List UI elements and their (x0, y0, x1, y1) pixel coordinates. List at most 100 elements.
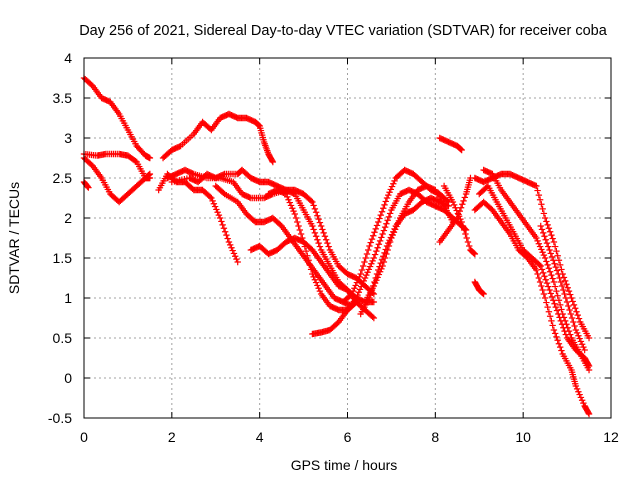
data-point (366, 263, 374, 270)
data-point (363, 250, 371, 258)
data-point (359, 280, 366, 287)
data-point (578, 397, 586, 404)
data-point (219, 221, 226, 229)
data-point (389, 231, 396, 239)
data-point (291, 210, 298, 218)
data-point (556, 274, 563, 282)
y-tick-label: 3.5 (53, 90, 73, 106)
data-point (386, 210, 394, 217)
data-point (302, 247, 310, 255)
data-point (312, 209, 320, 216)
series-arc-3 (80, 154, 154, 206)
chart-title: Day 256 of 2021, Sidereal Day-to-day VTE… (79, 23, 608, 39)
data-point (553, 333, 560, 341)
y-tick-label: 1 (64, 290, 72, 306)
data-point (286, 199, 293, 206)
data-point (539, 286, 546, 294)
data-point (376, 237, 384, 245)
data-point (558, 266, 565, 273)
data-point (455, 213, 463, 220)
x-axis-label: GPS time / hours (291, 457, 398, 473)
data-point (309, 222, 316, 230)
data-point (364, 269, 371, 276)
data-point (546, 313, 554, 320)
y-tick-label: 0 (64, 370, 72, 386)
data-point (544, 303, 551, 311)
data-point (228, 244, 235, 251)
data-point (213, 206, 220, 213)
x-tick-label: 6 (344, 429, 352, 445)
data-point (300, 238, 307, 246)
data-point (585, 334, 593, 342)
data-point (394, 220, 401, 227)
data-point (365, 246, 372, 254)
data-point (353, 294, 360, 302)
data-point (374, 274, 381, 281)
data-point (375, 218, 382, 226)
data-point (269, 157, 276, 165)
data-point (385, 242, 393, 250)
series-arc-20 (471, 170, 593, 342)
data-point (307, 197, 315, 205)
data-point (356, 286, 364, 293)
data-point (546, 228, 554, 235)
data-point (351, 285, 358, 292)
data-point (462, 230, 469, 238)
data-point (356, 273, 363, 281)
data-point (546, 286, 553, 294)
data-point (314, 282, 321, 289)
y-tick-label: 2 (64, 210, 72, 226)
data-point (542, 236, 549, 243)
data-point (539, 249, 546, 256)
data-point (553, 247, 560, 255)
data-point (551, 283, 559, 290)
data-point (552, 263, 559, 271)
data-point (459, 222, 467, 230)
data-point (454, 210, 462, 217)
data-point (361, 274, 369, 282)
data-point (388, 234, 395, 242)
data-point (556, 261, 564, 269)
data-point (211, 203, 219, 210)
data-point (536, 196, 544, 203)
data-point (570, 318, 577, 326)
data-point (393, 223, 400, 230)
data-point (373, 247, 380, 255)
data-point (365, 266, 373, 273)
x-tick-label: 4 (256, 429, 264, 445)
series-arc-9 (212, 182, 360, 310)
data-point (299, 234, 306, 242)
data-point (471, 250, 479, 258)
data-point (381, 201, 388, 209)
data-point (551, 300, 558, 307)
data-point (378, 208, 386, 215)
series-arc-1 (80, 74, 154, 162)
grid-layer (84, 58, 611, 418)
data-point (575, 315, 583, 322)
data-point (577, 394, 585, 401)
data-point (567, 310, 575, 318)
data-point (562, 277, 569, 285)
data-point (569, 298, 576, 305)
data-point (322, 236, 330, 243)
series-arc-19 (471, 278, 487, 298)
data-point (367, 239, 374, 246)
data-point (234, 258, 241, 266)
data-point (545, 308, 553, 315)
data-point (540, 269, 547, 277)
data-point (554, 252, 561, 259)
series-arc-7 (164, 166, 378, 298)
data-point (539, 205, 546, 213)
data-point (541, 294, 549, 302)
data-point (545, 243, 552, 250)
data-point (368, 235, 376, 243)
data-point (565, 302, 572, 310)
data-point (558, 306, 565, 313)
data-point (317, 222, 325, 230)
data-point (381, 223, 389, 231)
data-point (568, 314, 576, 322)
data-point (316, 243, 324, 250)
data-point (544, 261, 551, 269)
series-arc-18 (440, 182, 479, 258)
data-point (359, 262, 367, 270)
